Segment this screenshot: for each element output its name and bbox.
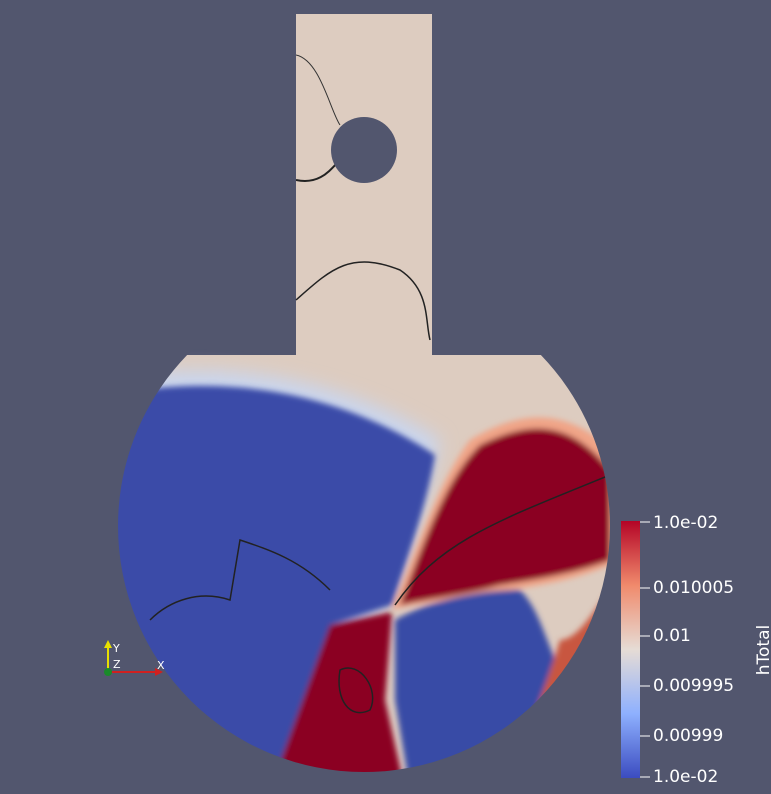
colorbar: [621, 521, 640, 778]
colorbar-label: 0.009995: [653, 676, 734, 696]
colorbar-label: 0.00999: [653, 726, 723, 746]
axis-label: X: [157, 659, 165, 672]
colorbar-label: 1.0e-02: [653, 767, 718, 787]
colorbar-label: 0.010005: [653, 578, 734, 598]
orientation-axes: [104, 640, 163, 676]
colorbar-label: 1.0e-02: [653, 513, 718, 533]
colorbar-ticks: [640, 521, 650, 778]
colorbar-label: 0.01: [653, 626, 691, 646]
axis-label: Z: [113, 658, 121, 671]
colorbar-title: hTotal: [754, 625, 771, 675]
axis-label: Y: [112, 642, 120, 655]
